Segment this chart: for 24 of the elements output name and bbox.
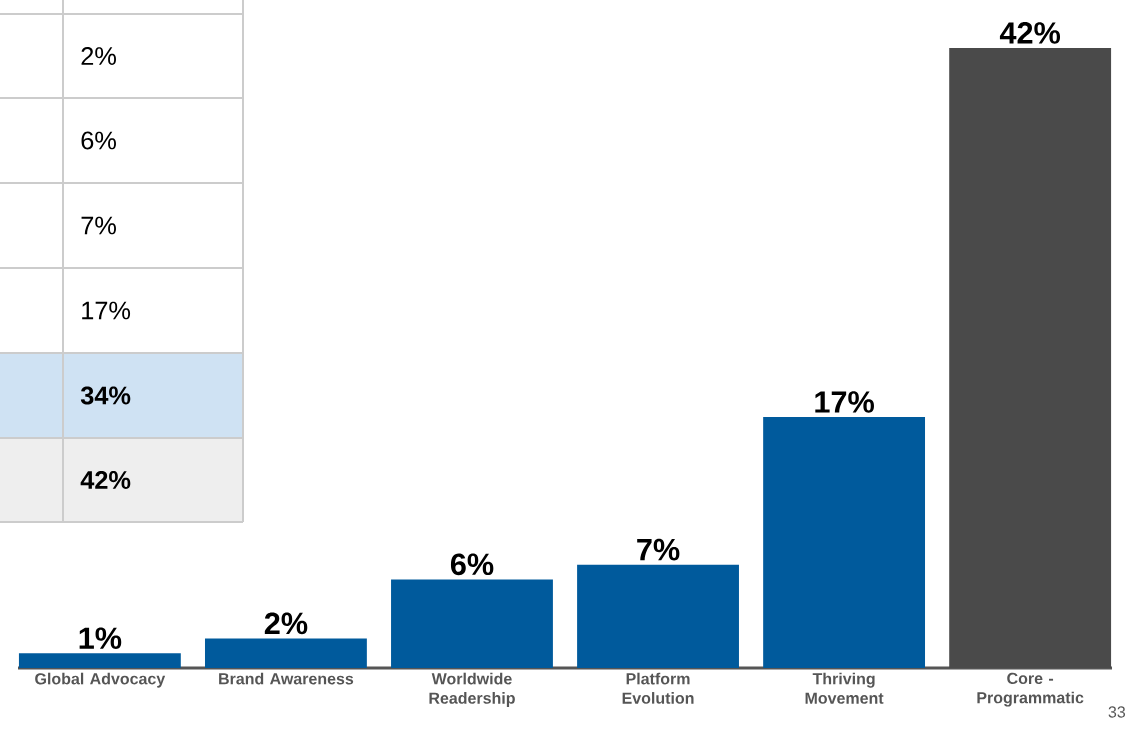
data-label: 6% xyxy=(450,553,494,576)
x-tick-label: Global Advocacy xyxy=(35,672,166,688)
annotation: 7% xyxy=(81,216,116,235)
x-tick-label: Worldwide Readership xyxy=(429,672,515,707)
data-label: 2% xyxy=(264,612,308,635)
bar xyxy=(391,579,553,668)
bar xyxy=(577,564,739,668)
annotation: 34% xyxy=(80,386,131,405)
data-label: 42% xyxy=(999,22,1061,44)
x-tick-label: Thriving Movement xyxy=(805,672,884,704)
annotation: 2% xyxy=(81,47,116,65)
annotation: 42% xyxy=(80,471,131,489)
annotation: 17% xyxy=(82,301,131,320)
text: 33 xyxy=(1108,706,1126,718)
data-label: 17% xyxy=(815,391,874,413)
annotation: 6% xyxy=(81,131,116,150)
data-label: 1% xyxy=(79,627,122,649)
x-tick-label: Core - Programmatic xyxy=(977,672,1084,707)
bar xyxy=(18,653,181,668)
bar xyxy=(763,417,926,668)
data-label: 7% xyxy=(637,538,680,561)
x-tick-label: Brand Awareness xyxy=(219,672,354,685)
bar xyxy=(204,638,367,668)
x-tick-label: Platform Evolution xyxy=(622,672,694,704)
